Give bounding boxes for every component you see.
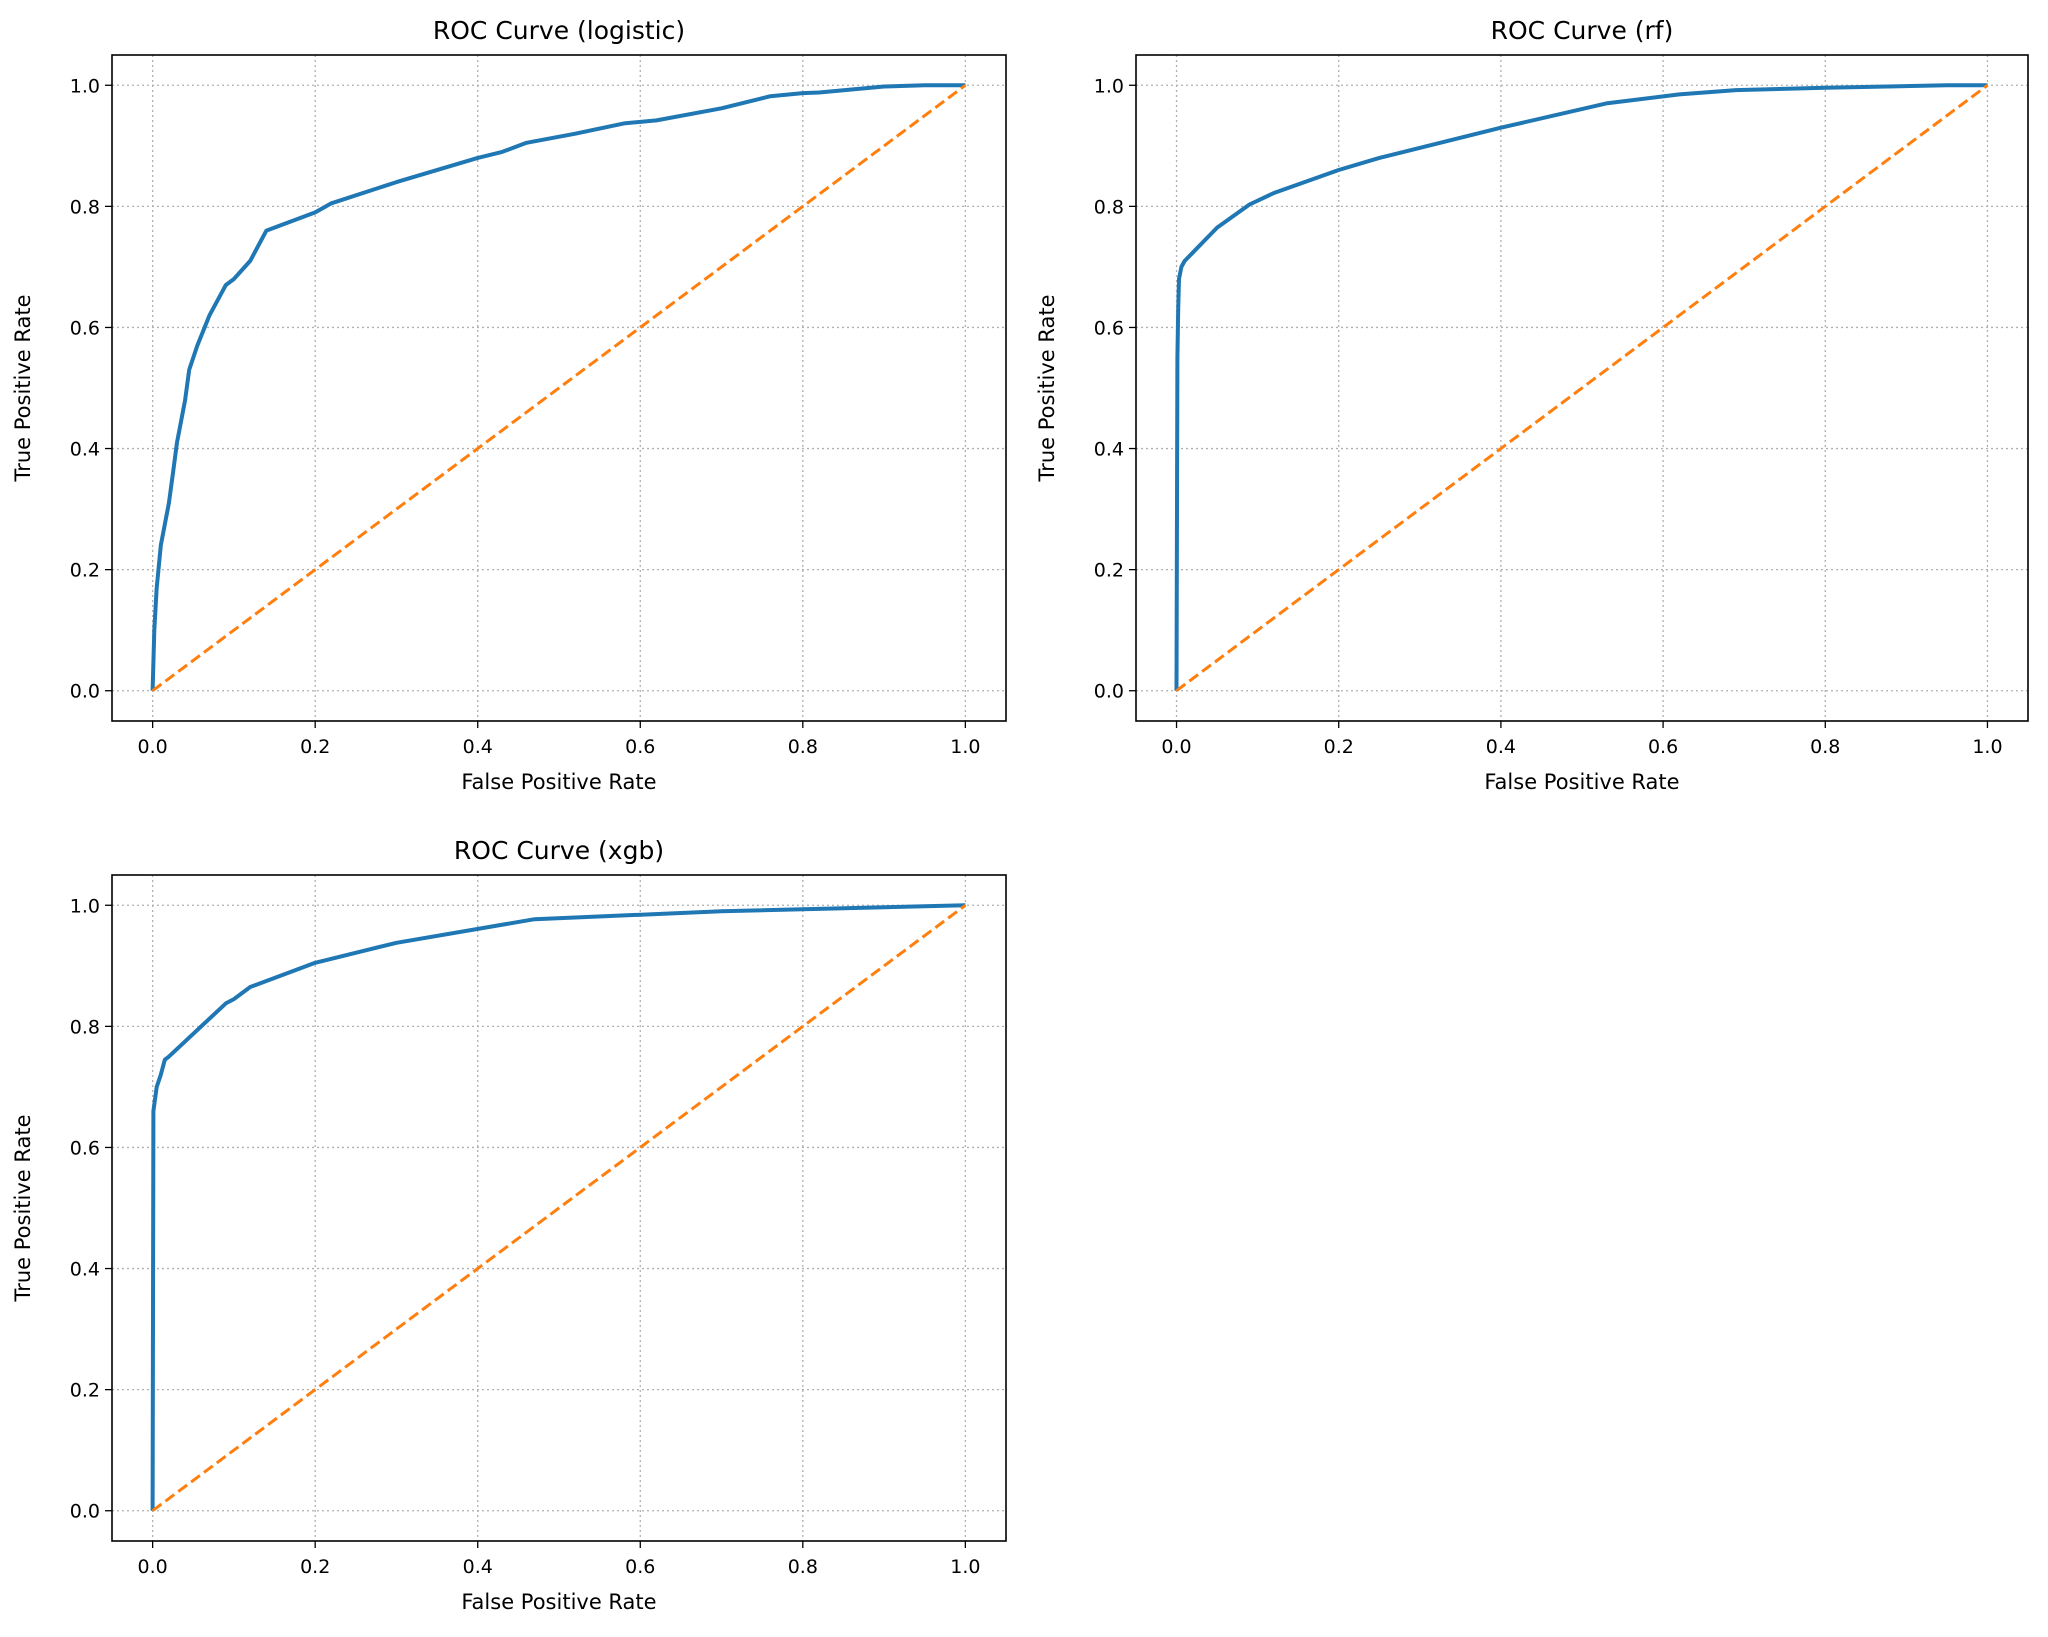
x-tick-label: 0.2 [1324,736,1354,758]
roc-chart-1: 0.0 0.2 0.4 0.6 0.8 1.0 0.0 0.2 0.4 0.6 0.8 1.0 ROC … [1035,16,2029,794]
y-tick-label: 0.4 [70,1259,100,1281]
x-tick-label: 0.0 [1161,736,1191,758]
roc-curve-line [150,83,966,691]
x-axis-label: False Positive Rate [461,770,656,794]
y-axis-label: True Positive Rate [1035,294,1059,482]
chance-line [1175,84,1989,692]
y-tick-label: 0.0 [1094,681,1124,703]
chance-line [151,904,967,1512]
roc-chart-0: 0.0 0.2 0.4 0.6 0.8 1.0 0.0 0.2 0.4 0.6 0.8 1.0 ROC … [11,16,1007,794]
x-tick-label: 0.8 [1810,736,1840,758]
x-tick-label: 0.0 [138,736,168,758]
y-tick-label: 0.0 [70,1501,100,1523]
roc-chart-2: 0.0 0.2 0.4 0.6 0.8 1.0 0.0 0.2 0.4 0.6 0.8 1.0 ROC … [11,836,1007,1614]
x-axis-label: False Positive Rate [1484,770,1679,794]
chart-title: ROC Curve (xgb) [454,836,664,865]
chance-line [151,84,967,692]
y-tick-label: 0.4 [1094,439,1124,461]
x-tick-label: 1.0 [950,1556,980,1578]
y-tick-label: 0.2 [70,560,100,582]
y-tick-label: 0.8 [70,196,100,218]
chart-title: ROC Curve (rf) [1491,16,1674,45]
y-tick-label: 0.6 [70,317,100,339]
y-tick-label: 0.6 [1094,317,1124,339]
axes-frame [111,874,1007,1542]
x-tick-label: 0.2 [300,736,330,758]
y-tick-label: 1.0 [70,75,100,97]
roc-curve-line [150,903,966,1511]
y-tick-label: 1.0 [70,895,100,917]
y-tick-label: 0.2 [70,1380,100,1402]
x-tick-label: 0.2 [300,1556,330,1578]
x-tick-label: 1.0 [1972,736,2002,758]
y-tick-label: 0.6 [70,1137,100,1159]
x-axis-label: False Positive Rate [461,1590,656,1614]
x-tick-label: 0.6 [625,1556,655,1578]
roc-curve-line [1174,83,1988,691]
x-tick-label: 0.4 [463,1556,493,1578]
x-tick-label: 0.0 [138,1556,168,1578]
y-axis-label: True Positive Rate [11,1114,35,1302]
x-tick-label: 0.6 [1648,736,1678,758]
x-tick-label: 0.4 [1486,736,1516,758]
x-tick-label: 0.8 [788,1556,818,1578]
y-tick-label: 0.2 [1094,560,1124,582]
axes-frame [1135,54,2029,722]
axes-frame [111,54,1007,722]
x-tick-label: 0.4 [463,736,493,758]
chart-title: ROC Curve (logistic) [433,16,685,45]
y-tick-label: 0.8 [70,1016,100,1038]
y-tick-label: 0.4 [70,439,100,461]
y-tick-label: 0.8 [1094,196,1124,218]
y-tick-label: 0.0 [70,681,100,703]
x-tick-label: 1.0 [950,736,980,758]
y-tick-label: 1.0 [1094,75,1124,97]
x-tick-label: 0.6 [625,736,655,758]
x-tick-label: 0.8 [788,736,818,758]
y-axis-label: True Positive Rate [11,294,35,482]
